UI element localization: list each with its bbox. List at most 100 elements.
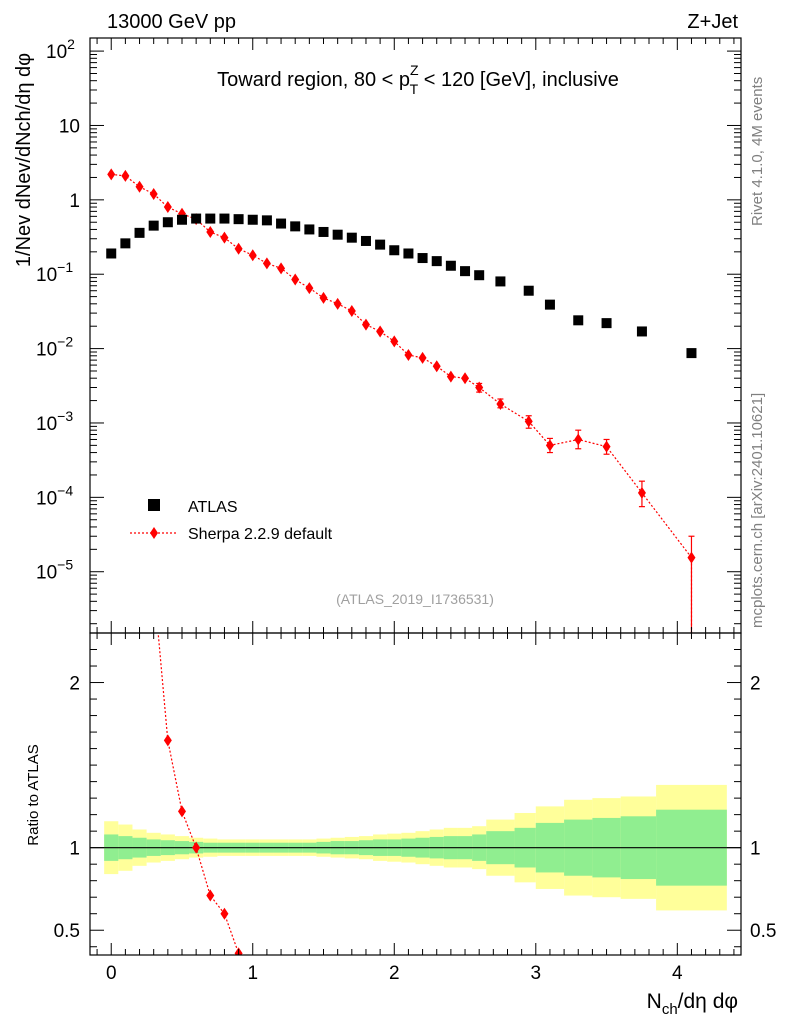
header-left-title: 13000 GeV pp [107,11,236,33]
rivet-label: Rivet 4.1.0, 4M events [749,77,766,226]
sherpa-point [390,335,399,348]
ratio-point [206,889,215,902]
y-tick-label: 10−4 [36,482,73,509]
axes: 0 1 2 3 4 10−5 10−4 10−3 10−2 10−1 1 10 102 0.5 0.5 1 1 2… [36,36,776,984]
x-axis-label: Nch/dη dφ [647,990,738,1018]
sherpa-point [248,249,257,262]
atlas-point [134,227,145,238]
atlas-point [191,213,202,224]
sherpa-point [418,351,427,364]
main-chart-title: Toward region, 80 < pZ T < 120 [GeV], inc… [217,62,619,97]
main-y-axis-label: 1/Nev dNev/dNch/dη dφ [13,53,35,267]
atlas-point [162,217,173,228]
sherpa-point [163,201,172,214]
sherpa-point [135,180,144,193]
atlas-point [573,315,584,326]
atlas-point [417,253,428,264]
ratio-point [163,734,172,747]
sherpa-point [291,273,300,286]
ratio-chart-marks [150,577,243,955]
atlas-point [375,239,386,250]
atlas-point [346,232,357,243]
atlas-point [686,348,697,359]
atlas-point [247,214,258,225]
y-tick-label: 10−3 [36,408,73,435]
sherpa-point [461,372,470,385]
ratio-y-tick-label: 2 [69,674,80,695]
x-tick-label: 4 [672,963,683,984]
x-tick-label: 1 [247,963,258,984]
sherpa-point [376,325,385,338]
sherpa-point [545,439,554,452]
ratio-point [177,805,186,818]
sherpa-point [687,551,696,564]
atlas-point [276,218,287,229]
atlas-point [636,326,647,337]
atlas-point [106,248,117,259]
sherpa-point [524,415,533,428]
atlas-point [474,270,485,281]
atlas-point [403,248,414,259]
sherpa-point [305,282,314,295]
sherpa-point [404,349,413,362]
legend-sherpa-label: Sherpa 2.2.9 default [188,526,333,543]
atlas-point [495,276,506,287]
legend-atlas-label: ATLAS [188,499,238,516]
main-chart-marks [106,168,697,633]
atlas-point [431,256,442,267]
sherpa-point [347,305,356,318]
atlas-point [233,214,244,225]
ratio-y-tick-label-right: 1 [750,839,761,860]
atlas-point [219,213,230,224]
ratio-point [150,577,158,589]
sherpa-point [496,397,505,410]
atlas-point [148,220,159,231]
sherpa-series-line [111,173,693,633]
atlas-point [318,226,329,237]
sherpa-point [277,262,286,275]
legend-sherpa-marker [150,527,158,539]
sherpa-point [432,360,441,373]
sherpa-point [121,169,130,182]
x-tick-label: 0 [106,963,117,984]
y-tick-label: 10−1 [36,259,73,286]
mcplots-label: mcplots.cern.ch [arXiv:2401.10621] [749,393,766,628]
y-tick-label: 1 [69,191,80,212]
chart-labels: 13000 GeV pp Z+Jet (ATLAS_2019_I1736531)… [13,11,766,1018]
header-right-title: Z+Jet [687,11,738,33]
sherpa-point [475,381,484,394]
atlas-point [601,318,612,329]
y-tick-label: 102 [46,36,75,63]
atlas-point [460,266,471,277]
ratio-point [220,907,229,920]
ratio-y-tick-label: 0.5 [54,921,80,942]
ratio-y-tick-label: 1 [69,839,80,860]
atlas-point [544,299,555,310]
x-tick-label: 3 [531,963,542,984]
sherpa-point [574,433,583,446]
atlas-point [332,229,343,240]
atlas-point [176,214,187,225]
atlas-point [290,221,301,232]
atlas-point [445,260,456,271]
watermark-analysis: (ATLAS_2019_I1736531) [336,591,494,607]
sherpa-point [234,242,243,255]
ratio-point [192,841,201,854]
sherpa-point [107,168,116,181]
x-tick-label: 2 [389,963,400,984]
sherpa-point [333,297,342,310]
y-tick-label: 10−5 [36,557,73,584]
sherpa-point [319,291,328,304]
sherpa-point [602,440,611,453]
atlas-point [261,215,272,226]
sherpa-point [637,486,646,499]
ratio-frame [89,632,742,956]
legend-atlas-marker [148,499,160,511]
sherpa-point [206,225,215,238]
atlas-point [360,235,371,246]
sherpa-point [149,187,158,200]
sherpa-point [361,318,370,331]
atlas-point [389,245,400,256]
atlas-point [205,213,216,224]
